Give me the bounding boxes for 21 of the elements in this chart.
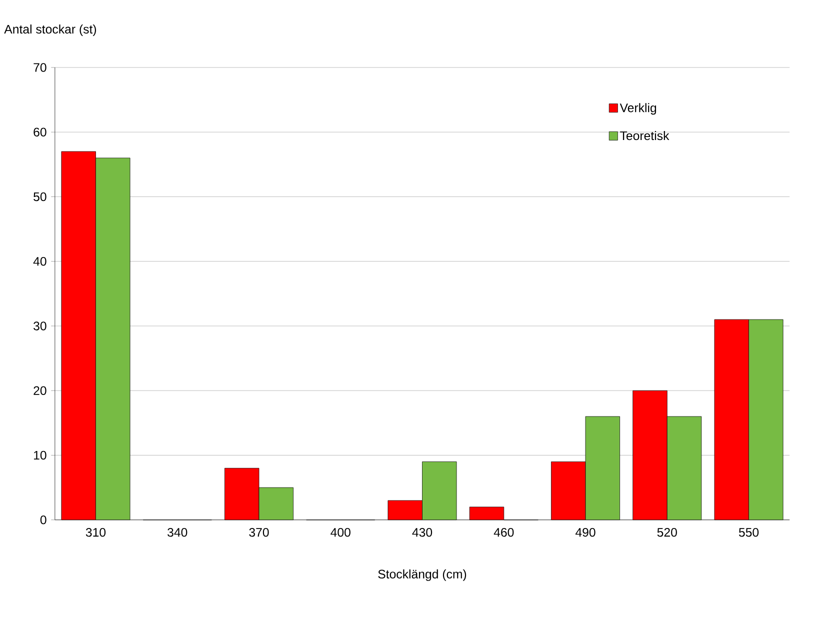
y-tick-label: 0 (40, 516, 46, 524)
x-tick-label: 310 (86, 528, 106, 537)
legend-label: Verklig (620, 103, 656, 115)
x-tick-label: 430 (412, 528, 432, 537)
x-tick-label: 490 (575, 528, 596, 537)
y-tick-label: 60 (34, 128, 46, 137)
y-axis-title: Antal stockar (st) (4, 24, 96, 36)
x-tick-label: 370 (249, 528, 269, 537)
x-tick-label: 340 (168, 528, 188, 537)
y-tick-label: 20 (34, 386, 46, 396)
y-tick-label: 70 (34, 63, 46, 72)
x-tick-label: 460 (494, 528, 514, 537)
x-tick-label: 550 (738, 528, 759, 537)
x-tick-label: 400 (330, 528, 350, 537)
x-tick-label: 520 (657, 528, 677, 537)
y-tick-label: 10 (34, 451, 46, 460)
legend-label: Teoretisk (620, 131, 670, 140)
y-tick-label: 50 (34, 192, 46, 202)
y-tick-label: 40 (33, 257, 46, 266)
x-axis-title: Stocklängd (cm) (378, 570, 466, 582)
y-tick-label: 30 (34, 322, 46, 331)
